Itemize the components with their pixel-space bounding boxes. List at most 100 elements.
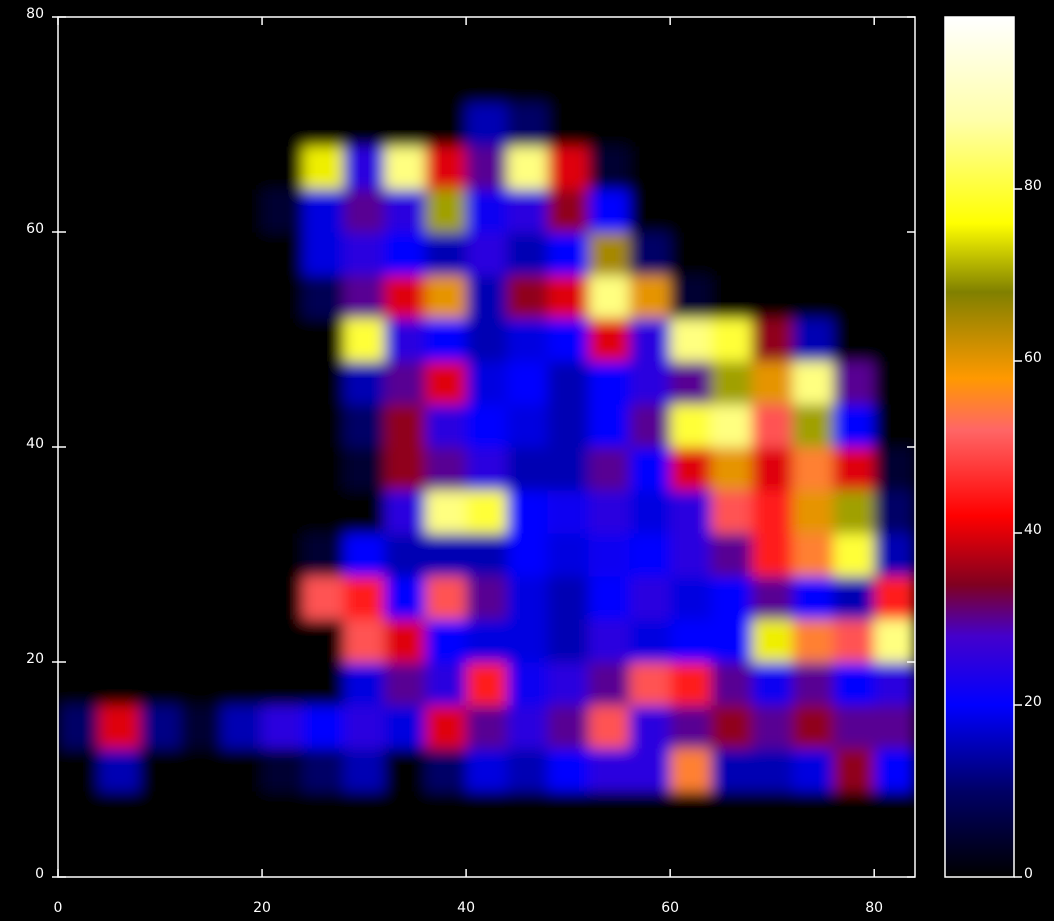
heat-cell bbox=[384, 275, 426, 319]
heat-cell bbox=[262, 361, 304, 405]
heat-cell bbox=[547, 318, 590, 362]
heat-cell bbox=[466, 318, 508, 362]
heat-cell bbox=[833, 103, 875, 147]
heat-cell bbox=[792, 576, 834, 620]
heat-cell bbox=[139, 490, 181, 534]
heat-cell bbox=[262, 791, 304, 835]
heat-cell bbox=[384, 533, 426, 577]
heat-cell bbox=[874, 60, 915, 104]
heat-cell bbox=[221, 404, 263, 448]
heat-cell bbox=[425, 490, 467, 534]
heat-cell bbox=[425, 619, 467, 663]
heat-cell bbox=[629, 146, 671, 190]
heat-cell bbox=[629, 662, 671, 706]
heat-cell bbox=[343, 576, 385, 620]
heat-cell bbox=[792, 361, 834, 405]
heat-cell bbox=[874, 275, 915, 319]
heat-cell bbox=[425, 60, 467, 104]
heat-cell bbox=[792, 60, 834, 104]
heat-cell bbox=[833, 834, 875, 877]
heat-cell bbox=[139, 275, 181, 319]
heat-cell bbox=[670, 490, 712, 534]
heat-cell bbox=[221, 60, 263, 104]
heat-cell bbox=[384, 60, 426, 104]
heat-cell bbox=[588, 533, 630, 577]
heat-cell bbox=[710, 189, 753, 233]
heat-cell bbox=[547, 60, 590, 104]
heat-cell bbox=[343, 232, 385, 276]
heat-cell bbox=[547, 404, 590, 448]
heat-cell bbox=[139, 318, 181, 362]
y-tick-label: 40 bbox=[26, 436, 44, 452]
heat-cell bbox=[792, 748, 834, 792]
heat-cell bbox=[751, 447, 794, 491]
heat-cell bbox=[384, 447, 426, 491]
heat-cell bbox=[180, 60, 222, 104]
colorbar-tick-label: 0 bbox=[1024, 866, 1033, 882]
heat-cell bbox=[302, 189, 345, 233]
heat-cell bbox=[262, 705, 304, 749]
heat-cell bbox=[506, 318, 549, 362]
heat-cell bbox=[670, 662, 712, 706]
heat-cell bbox=[98, 533, 141, 577]
heat-cell bbox=[792, 447, 834, 491]
heat-cell bbox=[98, 60, 141, 104]
heat-cell bbox=[466, 17, 508, 61]
heat-cell bbox=[425, 189, 467, 233]
heat-cell bbox=[506, 834, 549, 877]
heat-cell bbox=[710, 404, 753, 448]
heat-cell bbox=[262, 232, 304, 276]
heat-cell bbox=[710, 576, 753, 620]
heat-cell bbox=[425, 17, 467, 61]
heat-cell bbox=[792, 662, 834, 706]
heat-cell bbox=[629, 318, 671, 362]
heat-cell bbox=[58, 533, 100, 577]
y-tick-label: 20 bbox=[26, 651, 44, 667]
heat-cell bbox=[384, 662, 426, 706]
heat-cell bbox=[221, 791, 263, 835]
heat-cell bbox=[874, 318, 915, 362]
heat-cell bbox=[302, 318, 345, 362]
heat-cell bbox=[302, 834, 345, 877]
heat-cell bbox=[98, 834, 141, 877]
heat-cell bbox=[180, 791, 222, 835]
heat-cell bbox=[98, 705, 141, 749]
heat-cell bbox=[670, 17, 712, 61]
heat-cell bbox=[547, 103, 590, 147]
heat-cell bbox=[710, 103, 753, 147]
heat-cell bbox=[425, 103, 467, 147]
heat-cell bbox=[792, 490, 834, 534]
heat-cell bbox=[180, 533, 222, 577]
heat-cell bbox=[262, 189, 304, 233]
heat-cell bbox=[180, 619, 222, 663]
heat-cell bbox=[874, 146, 915, 190]
heat-cell bbox=[833, 705, 875, 749]
heat-cell bbox=[98, 447, 141, 491]
heat-cell bbox=[751, 791, 794, 835]
heat-cell bbox=[506, 576, 549, 620]
heat-cell bbox=[425, 447, 467, 491]
heat-cell bbox=[588, 275, 630, 319]
heat-cell bbox=[547, 17, 590, 61]
heat-cell bbox=[751, 318, 794, 362]
heat-cell bbox=[506, 361, 549, 405]
heat-cell bbox=[670, 318, 712, 362]
heat-cell bbox=[262, 619, 304, 663]
heat-cell bbox=[466, 619, 508, 663]
heat-cell bbox=[221, 275, 263, 319]
heat-cell bbox=[139, 404, 181, 448]
heat-cell bbox=[874, 705, 915, 749]
heat-cell bbox=[466, 189, 508, 233]
heat-cell bbox=[547, 275, 590, 319]
heat-cell bbox=[751, 834, 794, 877]
heat-cell bbox=[139, 748, 181, 792]
heat-cell bbox=[262, 404, 304, 448]
heat-cell bbox=[98, 791, 141, 835]
heat-cell bbox=[262, 60, 304, 104]
heat-cell bbox=[751, 576, 794, 620]
heat-cell bbox=[58, 103, 100, 147]
heat-cell bbox=[833, 189, 875, 233]
heat-cell bbox=[506, 146, 549, 190]
heat-cell bbox=[425, 748, 467, 792]
heat-cell bbox=[425, 361, 467, 405]
